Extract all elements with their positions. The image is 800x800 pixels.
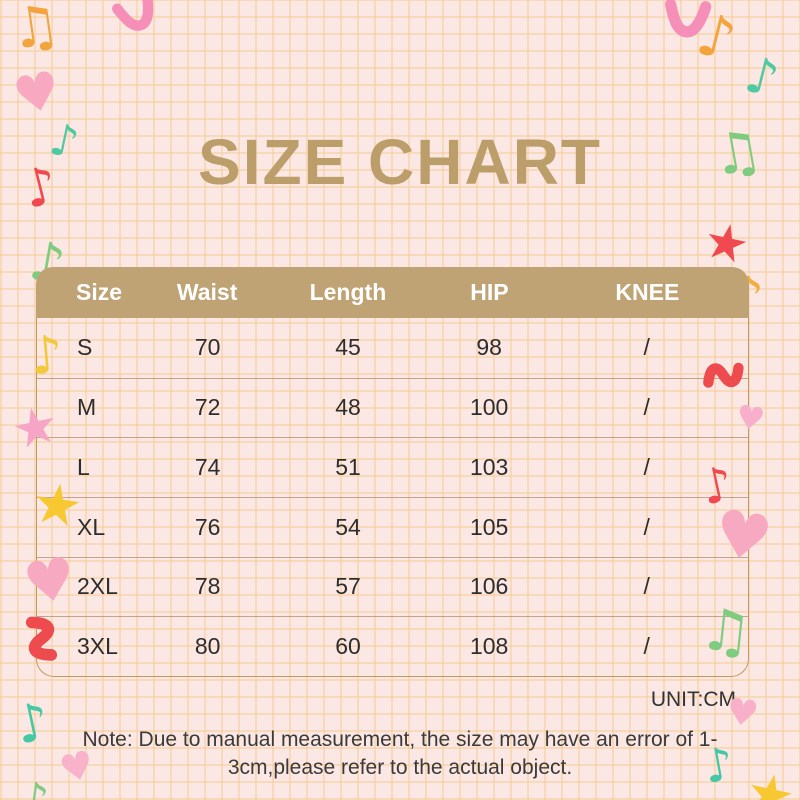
cell-length: 48 [335,394,361,421]
table-row-s: S 70 45 98 / [37,318,748,378]
cell-length: 51 [335,454,361,481]
cell-length: 57 [335,573,361,600]
cell-hip: 106 [469,573,509,600]
table-row-2xl: 2XL 78 57 106 / [37,556,748,617]
cell-hip: 98 [476,334,502,361]
cell-knee: / [643,573,650,600]
cell-length: 54 [335,513,361,540]
cell-size: 3XL [77,633,118,660]
cell-waist: 74 [194,454,221,481]
deco-star-icon: ★ [698,209,755,277]
deco-star-icon: ★ [740,758,800,800]
cell-knee: / [643,454,650,481]
cell-size: 2XL [77,573,118,600]
cell-size: S [77,334,93,361]
size-table-header-row: Size Waist Length HIP KNEE [36,267,749,318]
cell-waist: 78 [194,573,221,600]
table-row-xl: XL 76 54 105 / [37,496,748,557]
table-row-m: M 72 48 100 / [37,377,748,438]
cell-knee: / [643,334,650,361]
deco-ribbon-icon [665,0,712,38]
cell-size: M [77,394,97,421]
deco-note-icon: ♪ [16,772,52,800]
cell-size: XL [77,513,106,540]
cell-knee: / [643,633,650,660]
cell-waist: 76 [194,513,221,540]
column-header-size: Size [76,279,123,305]
table-row-3xl: 3XL 80 60 108 / [37,616,748,676]
cell-waist: 70 [194,334,221,361]
cell-hip: 103 [469,454,509,481]
column-header-knee: KNEE [615,279,680,305]
cell-knee: / [643,513,650,540]
cell-hip: 105 [469,513,509,540]
size-table: Size Waist Length HIP KNEE S 70 45 98 / … [36,267,749,677]
deco-note-icon: ♪ [739,45,785,109]
cell-length: 60 [335,633,361,660]
page-title: SIZE CHART [198,126,602,198]
cell-hip: 108 [469,633,509,660]
cell-hip: 100 [469,394,509,421]
cell-size: L [77,454,90,481]
column-header-waist: Waist [176,279,238,305]
table-row-l: L 74 51 103 / [37,437,748,497]
cell-waist: 72 [194,394,221,421]
size-table-body: S 70 45 98 / M 72 48 100 / L 74 51 103 / [36,318,749,677]
cell-length: 45 [335,334,361,361]
deco-note-icon: ♪ [10,691,56,757]
deco-ribbon-icon [112,0,154,31]
cell-knee: / [643,394,650,421]
note-text: Note: Due to manual measurement, the siz… [82,728,718,780]
deco-heart-icon: ♥ [8,59,67,129]
cell-waist: 80 [194,633,221,660]
deco-notes-icon: ♫ [5,0,65,64]
column-header-hip: HIP [470,279,509,305]
deco-note-icon: ♪ [690,0,743,75]
unit-label: UNIT:CM [650,688,736,711]
column-header-length: Length [309,279,387,305]
